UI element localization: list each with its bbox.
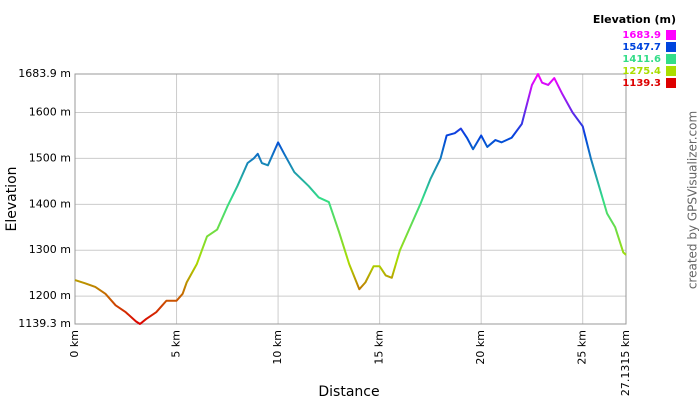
legend-value: 1139.3 xyxy=(622,78,661,89)
elevation-line xyxy=(74,73,627,325)
legend-title: Elevation (m) xyxy=(593,13,676,26)
credit: created by GPSVisualizer.com xyxy=(686,111,700,289)
legend-value: 1683.9 xyxy=(622,30,661,41)
y-tick-label: 1139.3 m xyxy=(18,317,71,330)
y-tick-label: 1300 m xyxy=(29,243,71,256)
x-tick-label: 25 km xyxy=(576,330,589,365)
legend-swatch xyxy=(666,42,676,52)
legend-swatch xyxy=(666,54,676,64)
legend-value: 1411.6 xyxy=(622,54,661,65)
x-tick-label: 27.1315 km xyxy=(619,330,632,396)
x-tick-label: 20 km xyxy=(474,330,487,365)
legend-swatch xyxy=(666,30,676,40)
y-tick-label: 1683.9 m xyxy=(18,67,71,80)
x-tick-label: 5 km xyxy=(170,330,183,358)
x-axis-title: Distance xyxy=(318,384,379,400)
y-tick-label: 1400 m xyxy=(29,197,71,210)
legend-value: 1547.7 xyxy=(622,42,661,53)
x-tick-label: 15 km xyxy=(373,330,386,365)
y-axis-title: Elevation xyxy=(4,166,20,231)
y-tick-label: 1500 m xyxy=(29,151,71,164)
y-tick-label: 1600 m xyxy=(29,106,71,119)
legend-swatch xyxy=(666,66,676,76)
x-tick-label: 0 km xyxy=(68,330,81,358)
legend-swatch xyxy=(666,78,676,88)
y-tick-label: 1200 m xyxy=(29,289,71,302)
plot-border xyxy=(74,73,627,325)
legend-value: 1275.4 xyxy=(622,66,661,77)
x-tick-label: 10 km xyxy=(271,330,284,365)
